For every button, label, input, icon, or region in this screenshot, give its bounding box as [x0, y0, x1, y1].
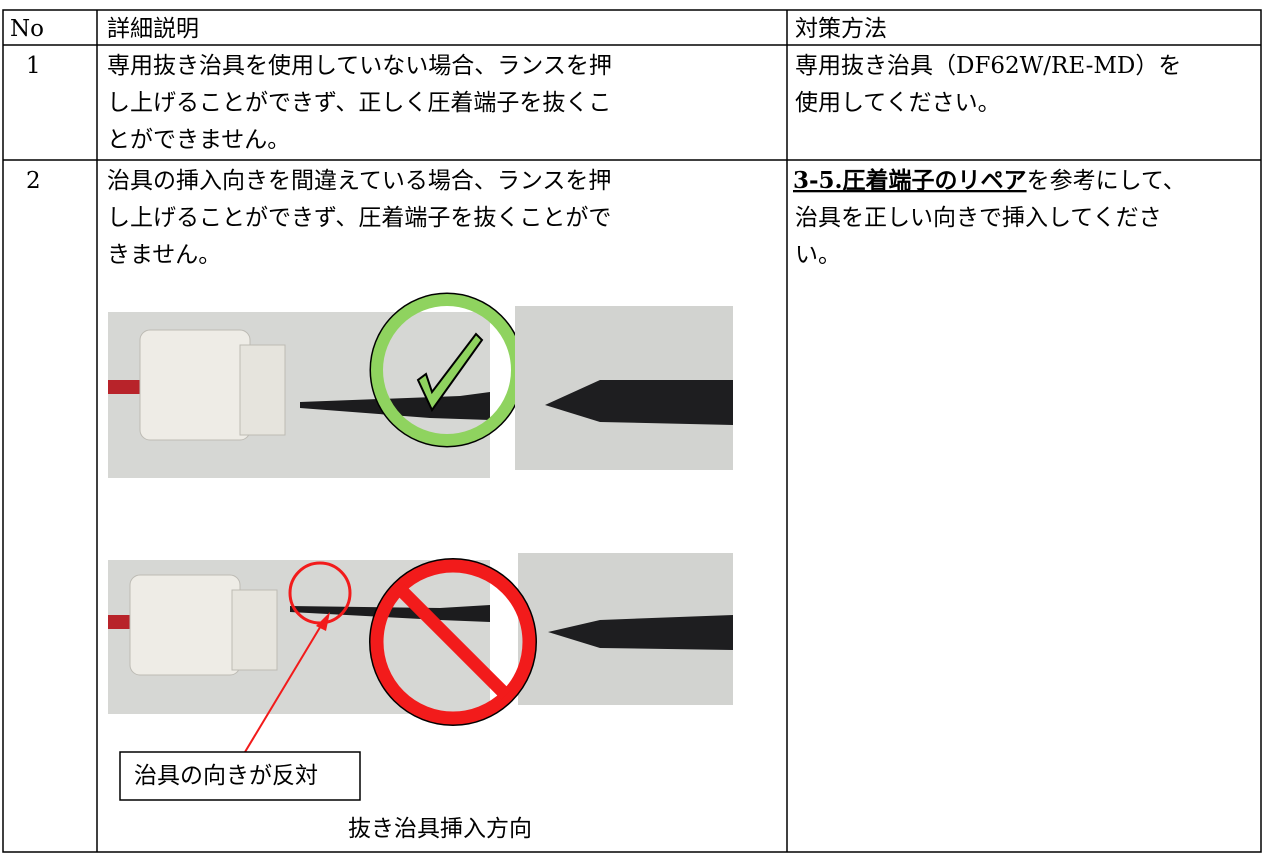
header-cell: 詳細説明	[107, 16, 199, 42]
callout-box	[119, 751, 361, 801]
photo-wrong	[108, 560, 490, 714]
detail-line: 専用抜き治具を使用していない場合、ランスを押	[107, 53, 612, 79]
photo-correct-closeup	[515, 306, 733, 470]
measure-line: 使用してください。	[795, 90, 1001, 116]
photo-wrong-closeup	[518, 553, 733, 705]
callout-text: 治具の向きが反対	[134, 763, 318, 789]
measure-line: 専用抜き治具（DF62W/RE-MD）を	[795, 53, 1181, 79]
measure-line: 治具を正しい向きで挿入してくださ	[795, 205, 1162, 231]
figure-caption: 抜き治具挿入方向	[348, 816, 532, 842]
measure-line: い。	[795, 242, 841, 268]
detail-line: し上げることができず、圧着端子を抜くことがで	[107, 205, 611, 231]
callout-arrow	[244, 612, 330, 753]
header-cell: 対策方法	[795, 16, 887, 42]
measure-text: を参考にして、	[1027, 168, 1186, 194]
header-cell: No	[10, 16, 44, 42]
section-link[interactable]: 3-5.圧着端子のリペア	[793, 167, 1027, 194]
photo-correct	[108, 292, 525, 478]
detail-line: 治具の挿入向きを間違えている場合、ランスを押	[107, 168, 611, 194]
prohibited-sign	[369, 558, 537, 726]
row-number: 2	[26, 168, 41, 194]
measure-line: 3-5.圧着端子のリペアを参考にして、	[793, 167, 1186, 194]
row-number: 1	[26, 53, 41, 79]
detail-line: きません。	[107, 242, 221, 268]
table-grid	[2, 9, 1262, 853]
detail-line: し上げることができず、正しく圧着端子を抜くこ	[107, 90, 611, 116]
detail-line: とができません。	[107, 127, 290, 153]
